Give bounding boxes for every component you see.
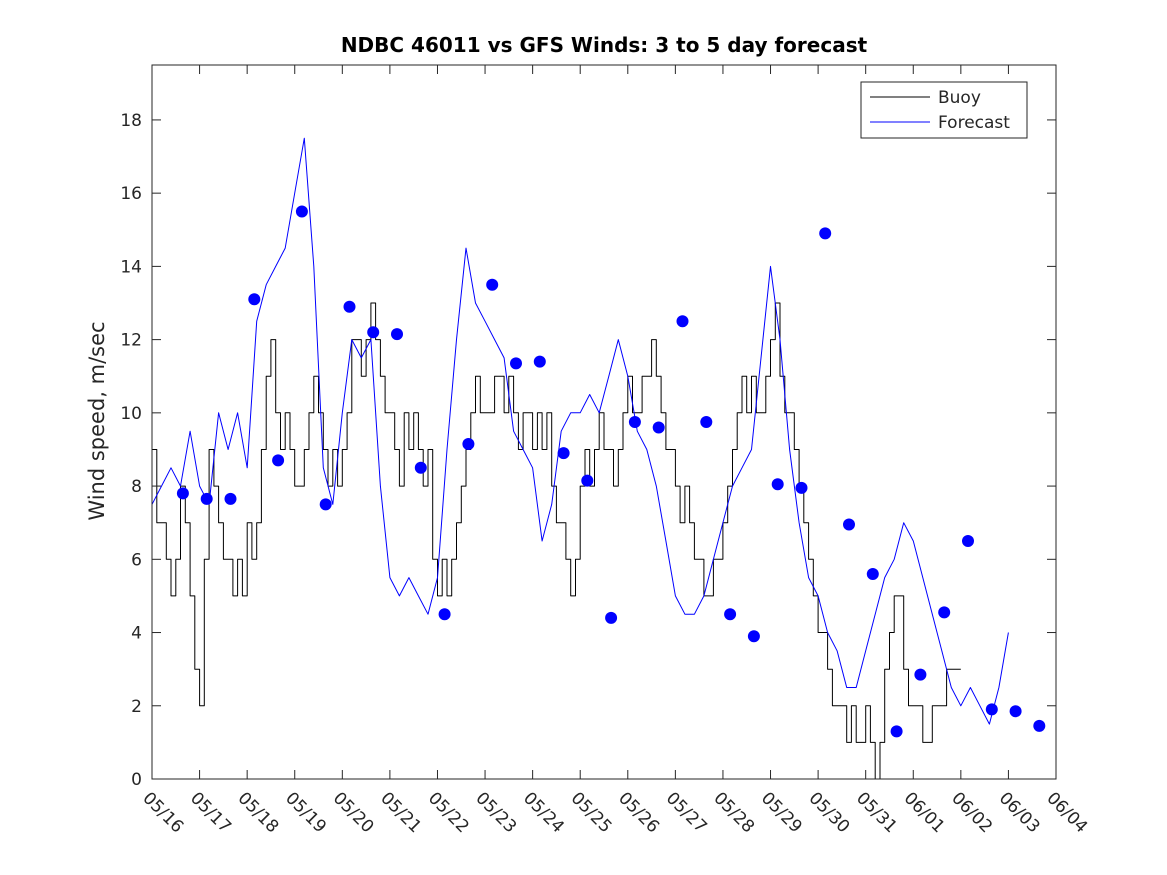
- forecast-point: [843, 518, 855, 531]
- forecast-point: [819, 227, 832, 240]
- forecast-point: [628, 416, 641, 428]
- forecast-point: [581, 474, 594, 487]
- forecast-point: [1009, 705, 1022, 718]
- y-tick-label: 8: [131, 477, 142, 497]
- forecast-point: [486, 278, 499, 291]
- forecast-point: [533, 355, 546, 368]
- y-tick-label: 6: [131, 550, 142, 570]
- buoy-series-line: [152, 302, 961, 779]
- legend-buoy-label: Buoy: [938, 88, 981, 108]
- y-tick-label: 4: [131, 624, 142, 644]
- forecast-point: [962, 535, 974, 547]
- y-tick-label: 18: [120, 111, 142, 131]
- plot-frame: [151, 64, 1057, 780]
- y-tick-label: 0: [131, 770, 142, 790]
- forecast-point: [319, 498, 332, 511]
- forecast-point: [985, 703, 998, 716]
- forecast-point: [272, 454, 285, 467]
- y-tick-label: 12: [120, 331, 142, 351]
- y-axis: 0 2 4 6 8 10 12 14 16 18: [120, 111, 1056, 790]
- y-tick-label: 2: [131, 697, 142, 717]
- forecast-point: [557, 447, 570, 460]
- forecast-series-line: [152, 137, 1009, 725]
- forecast-point: [747, 630, 760, 643]
- plot-area: [152, 137, 1046, 779]
- forecast-point: [700, 416, 713, 428]
- forecast-point: [890, 725, 903, 738]
- y-tick-label: 16: [120, 184, 142, 204]
- legend: Buoy Forecast: [860, 81, 1028, 139]
- forecast-point: [1033, 719, 1046, 732]
- forecast-point: [676, 315, 689, 328]
- forecast-point: [295, 205, 308, 218]
- y-tick-label: 14: [120, 257, 142, 277]
- forecast-point: [462, 438, 475, 450]
- forecast-point: [938, 606, 951, 619]
- forecast-point: [343, 300, 356, 313]
- legend-forecast-label: Forecast: [938, 113, 1010, 133]
- forecast-point: [866, 568, 879, 580]
- forecast-point: [200, 492, 213, 505]
- legend-box: [860, 81, 1028, 139]
- forecast-point: [414, 461, 427, 474]
- forecast-point: [438, 608, 451, 621]
- forecast-point: [510, 357, 522, 370]
- forecast-point: [224, 492, 237, 505]
- forecast-point: [605, 611, 618, 624]
- forecast-point: [367, 326, 380, 339]
- chart-title: NDBC 46011 vs GFS Winds: 3 to 5 day fore…: [341, 33, 868, 57]
- forecast-point: [176, 487, 189, 500]
- forecast-point: [652, 421, 665, 434]
- y-axis-label: Wind speed, m/sec: [85, 321, 109, 520]
- forecast-point: [914, 668, 927, 681]
- forecast-point: [795, 481, 808, 494]
- y-tick-label: 10: [120, 404, 142, 424]
- forecast-point: [771, 478, 784, 491]
- forecast-point: [724, 608, 737, 621]
- forecast-point: [391, 328, 403, 341]
- forecast-point: [248, 293, 261, 306]
